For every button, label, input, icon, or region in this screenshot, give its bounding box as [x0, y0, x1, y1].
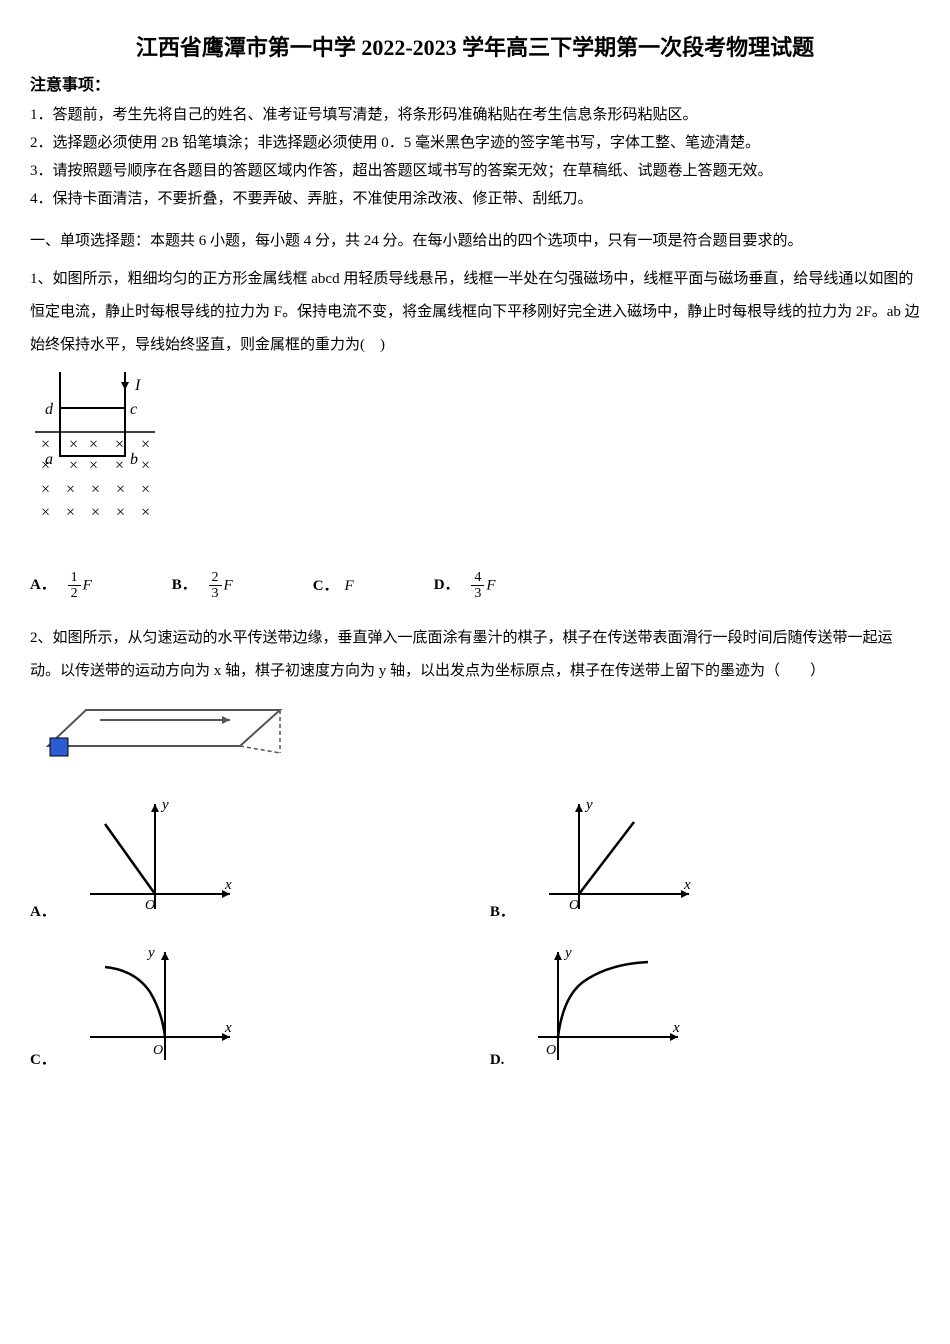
q1-option-b: B． 23F	[172, 570, 233, 602]
instruction-2: 2．选择题必须使用 2B 铅笔填涂；非选择题必须使用 0．5 毫米黑色字迹的签字…	[30, 131, 920, 155]
svg-text:O: O	[153, 1043, 163, 1058]
svg-text:×: ×	[114, 457, 125, 474]
svg-text:x: x	[224, 877, 232, 893]
svg-text:×: ×	[68, 436, 79, 453]
svg-text:×: ×	[114, 436, 125, 453]
graph-b-icon: x y O	[529, 794, 699, 924]
q1-option-c: C．F	[313, 574, 354, 598]
svg-text:O: O	[145, 898, 155, 913]
circuit-diagram-icon: I d c a b ××××× ××××× ××××× ×××××	[30, 372, 170, 542]
svg-text:x: x	[672, 1020, 680, 1036]
instructions-block: 注意事项： 1．答题前，考生先将自己的姓名、准考证号填写清楚，将条形码准确粘贴在…	[30, 73, 920, 211]
svg-text:×: ×	[90, 504, 101, 521]
q2-conveyor-figure	[30, 698, 920, 776]
svg-text:×: ×	[140, 436, 151, 453]
svg-text:I: I	[134, 377, 141, 394]
section-1-intro: 一、单项选择题：本题共 6 小题，每小题 4 分，共 24 分。在每小题给出的四…	[30, 229, 920, 253]
q2-options-row-1: A． x y O B． x y O	[30, 794, 920, 924]
conveyor-icon	[30, 698, 290, 768]
q2-option-c: C． x y O	[30, 942, 240, 1072]
svg-text:×: ×	[40, 481, 51, 498]
instructions-header: 注意事项：	[30, 73, 920, 99]
svg-text:×: ×	[88, 436, 99, 453]
svg-text:×: ×	[88, 457, 99, 474]
instruction-4: 4．保持卡面清洁，不要折叠，不要弄破、弄脏，不准使用涂改液、修正带、刮纸刀。	[30, 187, 920, 211]
svg-text:b: b	[130, 451, 138, 468]
q1-option-a: A． 12F	[30, 570, 92, 602]
q1-option-d: D． 43F	[434, 570, 496, 602]
svg-text:x: x	[224, 1020, 232, 1036]
svg-text:×: ×	[65, 504, 76, 521]
svg-text:y: y	[584, 797, 593, 813]
svg-text:×: ×	[65, 481, 76, 498]
svg-text:d: d	[45, 401, 54, 418]
svg-text:×: ×	[140, 457, 151, 474]
q2-text: 2、如图所示，从匀速运动的水平传送带边缘，垂直弹入一底面涂有墨汁的棋子，棋子在传…	[30, 622, 920, 688]
instruction-3: 3．请按照题号顺序在各题目的答题区域内作答，超出答题区域书写的答案无效；在草稿纸…	[30, 159, 920, 183]
svg-text:c: c	[130, 401, 137, 418]
page-title: 江西省鹰潭市第一中学 2022-2023 学年高三下学期第一次段考物理试题	[30, 30, 920, 65]
svg-text:×: ×	[40, 504, 51, 521]
graph-c-icon: x y O	[70, 942, 240, 1072]
svg-text:y: y	[146, 945, 155, 961]
svg-text:×: ×	[90, 481, 101, 498]
svg-text:y: y	[160, 797, 169, 813]
graph-d-icon: x y O	[518, 942, 688, 1072]
svg-text:O: O	[546, 1043, 556, 1058]
svg-text:×: ×	[40, 436, 51, 453]
svg-text:×: ×	[140, 481, 151, 498]
q1-options: A． 12F B． 23F C．F D． 43F	[30, 570, 920, 602]
svg-text:x: x	[683, 877, 691, 893]
svg-text:y: y	[563, 945, 572, 961]
q2-option-a: A． x y O	[30, 794, 240, 924]
svg-text:×: ×	[68, 457, 79, 474]
svg-text:×: ×	[115, 481, 126, 498]
question-1: 1、如图所示，粗细均匀的正方形金属线框 abcd 用轻质导线悬吊，线框一半处在匀…	[30, 263, 920, 602]
q2-option-d: D. x y O	[490, 942, 689, 1072]
graph-a-icon: x y O	[70, 794, 240, 924]
svg-text:×: ×	[40, 457, 51, 474]
question-2: 2、如图所示，从匀速运动的水平传送带边缘，垂直弹入一底面涂有墨汁的棋子，棋子在传…	[30, 622, 920, 1072]
q2-option-b: B． x y O	[490, 794, 699, 924]
q1-figure: I d c a b ××××× ××××× ××××× ×××××	[30, 372, 920, 550]
q1-text: 1、如图所示，粗细均匀的正方形金属线框 abcd 用轻质导线悬吊，线框一半处在匀…	[30, 263, 920, 362]
svg-text:×: ×	[140, 504, 151, 521]
q2-options-row-2: C． x y O D. x y O	[30, 942, 920, 1072]
svg-text:×: ×	[115, 504, 126, 521]
instruction-1: 1．答题前，考生先将自己的姓名、准考证号填写清楚，将条形码准确粘贴在考生信息条形…	[30, 103, 920, 127]
svg-text:O: O	[569, 898, 579, 913]
